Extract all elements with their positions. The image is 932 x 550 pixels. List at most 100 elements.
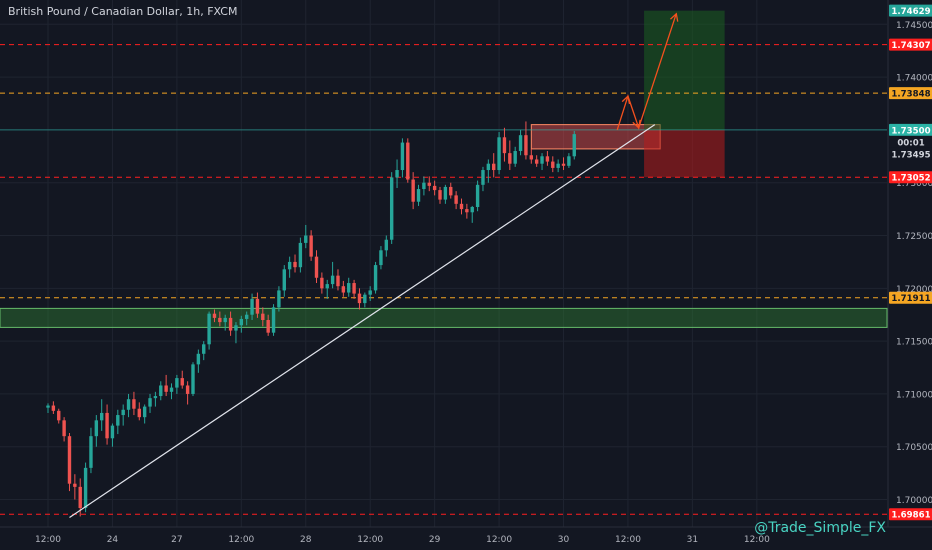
y-tick-label: 1.70500 — [896, 443, 932, 453]
candle-body — [121, 409, 125, 416]
candle-body — [320, 277, 324, 289]
candle-body — [357, 293, 362, 304]
candle-body — [277, 290, 281, 308]
candle-body — [126, 399, 131, 410]
price-label-box — [889, 87, 932, 100]
y-tick-label: 1.74000 — [896, 74, 932, 84]
price-label-text: 1.71911 — [891, 294, 930, 304]
candle-body — [228, 317, 233, 331]
y-tick-label: 1.74500 — [896, 21, 932, 31]
candle-body — [261, 313, 265, 321]
candle-body — [347, 283, 351, 293]
candle-body — [524, 135, 528, 156]
y-tick-label: 1.72500 — [896, 232, 932, 242]
candle-body — [422, 182, 426, 190]
y-tick-label: 1.73000 — [896, 179, 932, 189]
candle-body — [492, 163, 496, 171]
x-tick-label: 12:00 — [744, 535, 770, 545]
stop-loss-zone — [644, 129, 725, 178]
candle-body — [218, 317, 222, 323]
candle-body — [287, 261, 292, 270]
candle-body — [432, 185, 437, 191]
price-label-box — [889, 4, 932, 17]
candle-body — [513, 151, 517, 164]
candle-body — [298, 242, 303, 268]
candle-body — [416, 189, 421, 202]
candle-body — [185, 385, 190, 394]
candle-body — [497, 137, 501, 171]
x-tick-label: 27 — [171, 535, 182, 545]
candle-body — [244, 314, 249, 319]
candle-body — [314, 256, 319, 278]
candle-body — [250, 298, 254, 315]
candle-body — [438, 190, 442, 200]
candle-body — [202, 344, 206, 354]
candle-body — [534, 159, 539, 164]
x-tick-label: 30 — [558, 535, 570, 545]
watermark: @Trade_Simple_FX — [754, 520, 886, 536]
candle-body — [470, 206, 474, 213]
x-tick-label: 24 — [107, 535, 119, 545]
candle-body — [67, 436, 72, 484]
candle-body — [142, 406, 147, 418]
candle-body — [427, 182, 431, 186]
price-label-box — [889, 171, 932, 184]
candle-body — [191, 364, 195, 394]
projection-path — [616, 13, 677, 131]
candle-body — [175, 378, 179, 388]
chart-title: British Pound / Canadian Dollar, 1h, FXC… — [8, 5, 238, 18]
candle-body — [234, 325, 238, 331]
y-tick-label: 1.72000 — [896, 285, 932, 295]
candle-body — [212, 313, 217, 318]
candle-body — [293, 261, 297, 268]
y-tick-label: 1.70000 — [896, 496, 932, 506]
x-tick-label: 31 — [687, 535, 698, 545]
price-label-text: 1.69861 — [891, 511, 930, 521]
x-tick-label: 12:00 — [357, 535, 383, 545]
y-tick-label: 1.71000 — [896, 390, 932, 400]
candle-body — [384, 239, 389, 251]
candle-body — [529, 155, 533, 160]
candle-body — [132, 399, 136, 409]
candle-body — [363, 294, 367, 304]
x-tick-label: 12:00 — [35, 535, 61, 545]
candle-body — [556, 163, 560, 168]
candle-body — [400, 142, 405, 171]
candle-body — [508, 153, 512, 164]
drawings — [69, 12, 679, 518]
candle-body — [62, 420, 66, 437]
price-label-box — [889, 38, 932, 51]
projection-arrowhead — [632, 119, 641, 130]
candle-body — [454, 195, 458, 204]
candle-body — [465, 209, 469, 213]
horizontal-levels — [0, 44, 887, 515]
candle-body — [137, 408, 141, 418]
candle-body — [207, 313, 211, 345]
resistance-zone — [530, 124, 661, 150]
x-tick-label: 28 — [300, 535, 312, 545]
price-label-box — [889, 123, 932, 136]
x-tick-label: 12:00 — [615, 535, 641, 545]
candle-body — [51, 405, 56, 411]
x-tick-label: 29 — [429, 535, 441, 545]
price-label-text: 1.74629 — [891, 7, 930, 17]
candle-body — [239, 318, 244, 326]
candle-body — [368, 290, 372, 295]
candle-body — [271, 307, 276, 333]
candle-body — [406, 142, 410, 180]
candle-body — [105, 412, 109, 439]
candle-body — [196, 353, 201, 365]
candle-body — [266, 320, 270, 333]
price-label-box — [889, 135, 932, 148]
candle-body — [379, 250, 383, 266]
candle-body — [336, 275, 340, 287]
candle-body — [169, 387, 174, 392]
candle-body — [341, 286, 346, 293]
price-label-box — [889, 147, 932, 160]
support-zone — [0, 307, 888, 328]
trendline — [69, 124, 656, 518]
candle-body — [180, 378, 184, 386]
candle-body — [395, 170, 399, 178]
